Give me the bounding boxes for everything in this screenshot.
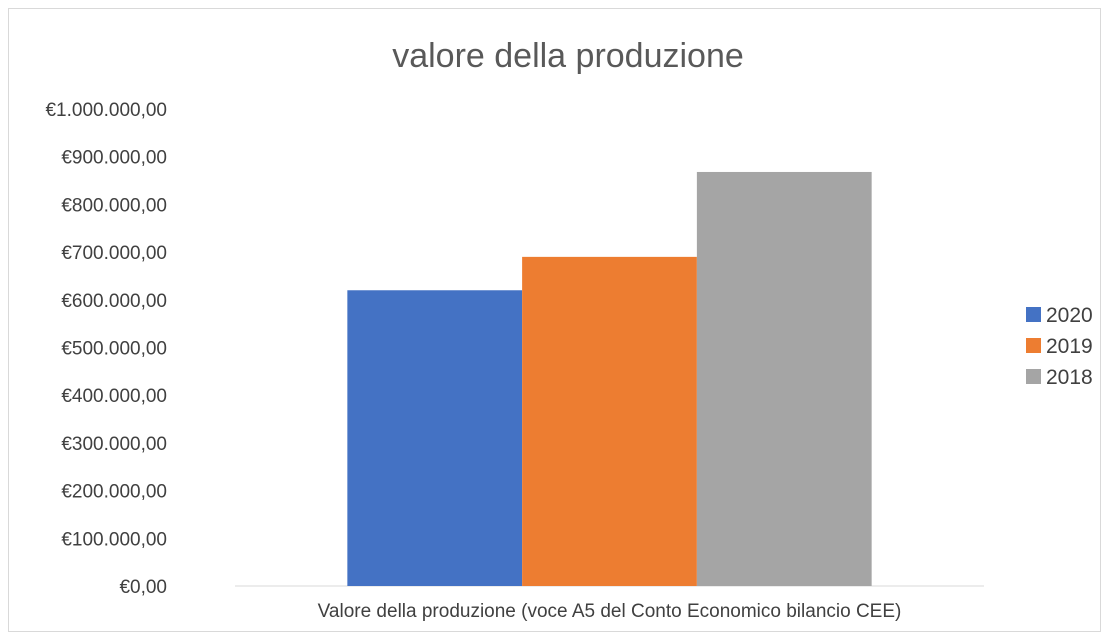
category-label: Valore della produzione (voce A5 del Con… xyxy=(318,601,902,622)
bar-2018 xyxy=(696,171,872,587)
y-tick-label: €1.000.000,00 xyxy=(45,100,167,121)
bars xyxy=(347,171,872,587)
legend: 2020 2019 2018 xyxy=(1026,304,1093,389)
y-axis: €0,00 €100.000,00 €200.000,00 €300.000,00 €4… xyxy=(45,100,167,598)
bar-2020 xyxy=(347,290,523,586)
legend-label-2018: 2018 xyxy=(1046,366,1093,389)
y-tick-label: €800.000,00 xyxy=(61,195,167,216)
y-tick-label: €100.000,00 xyxy=(61,529,167,550)
y-tick-label: €200.000,00 xyxy=(61,482,167,503)
y-tick-label: €600.000,00 xyxy=(61,291,167,312)
legend-swatch-2019 xyxy=(1026,338,1041,353)
y-tick-label: €500.000,00 xyxy=(61,339,167,360)
y-tick-label: €0,00 xyxy=(119,577,167,598)
legend-label-2020: 2020 xyxy=(1046,304,1093,327)
y-tick-label: €300.000,00 xyxy=(61,434,167,455)
y-tick-label: €900.000,00 xyxy=(61,148,167,169)
legend-swatch-2018 xyxy=(1026,369,1041,384)
legend-swatch-2020 xyxy=(1026,307,1041,322)
y-tick-label: €700.000,00 xyxy=(61,243,167,264)
y-tick-label: €400.000,00 xyxy=(61,386,167,407)
chart-title: valore della produzione xyxy=(392,37,744,75)
bar-2019 xyxy=(522,256,697,586)
legend-label-2019: 2019 xyxy=(1046,335,1093,358)
